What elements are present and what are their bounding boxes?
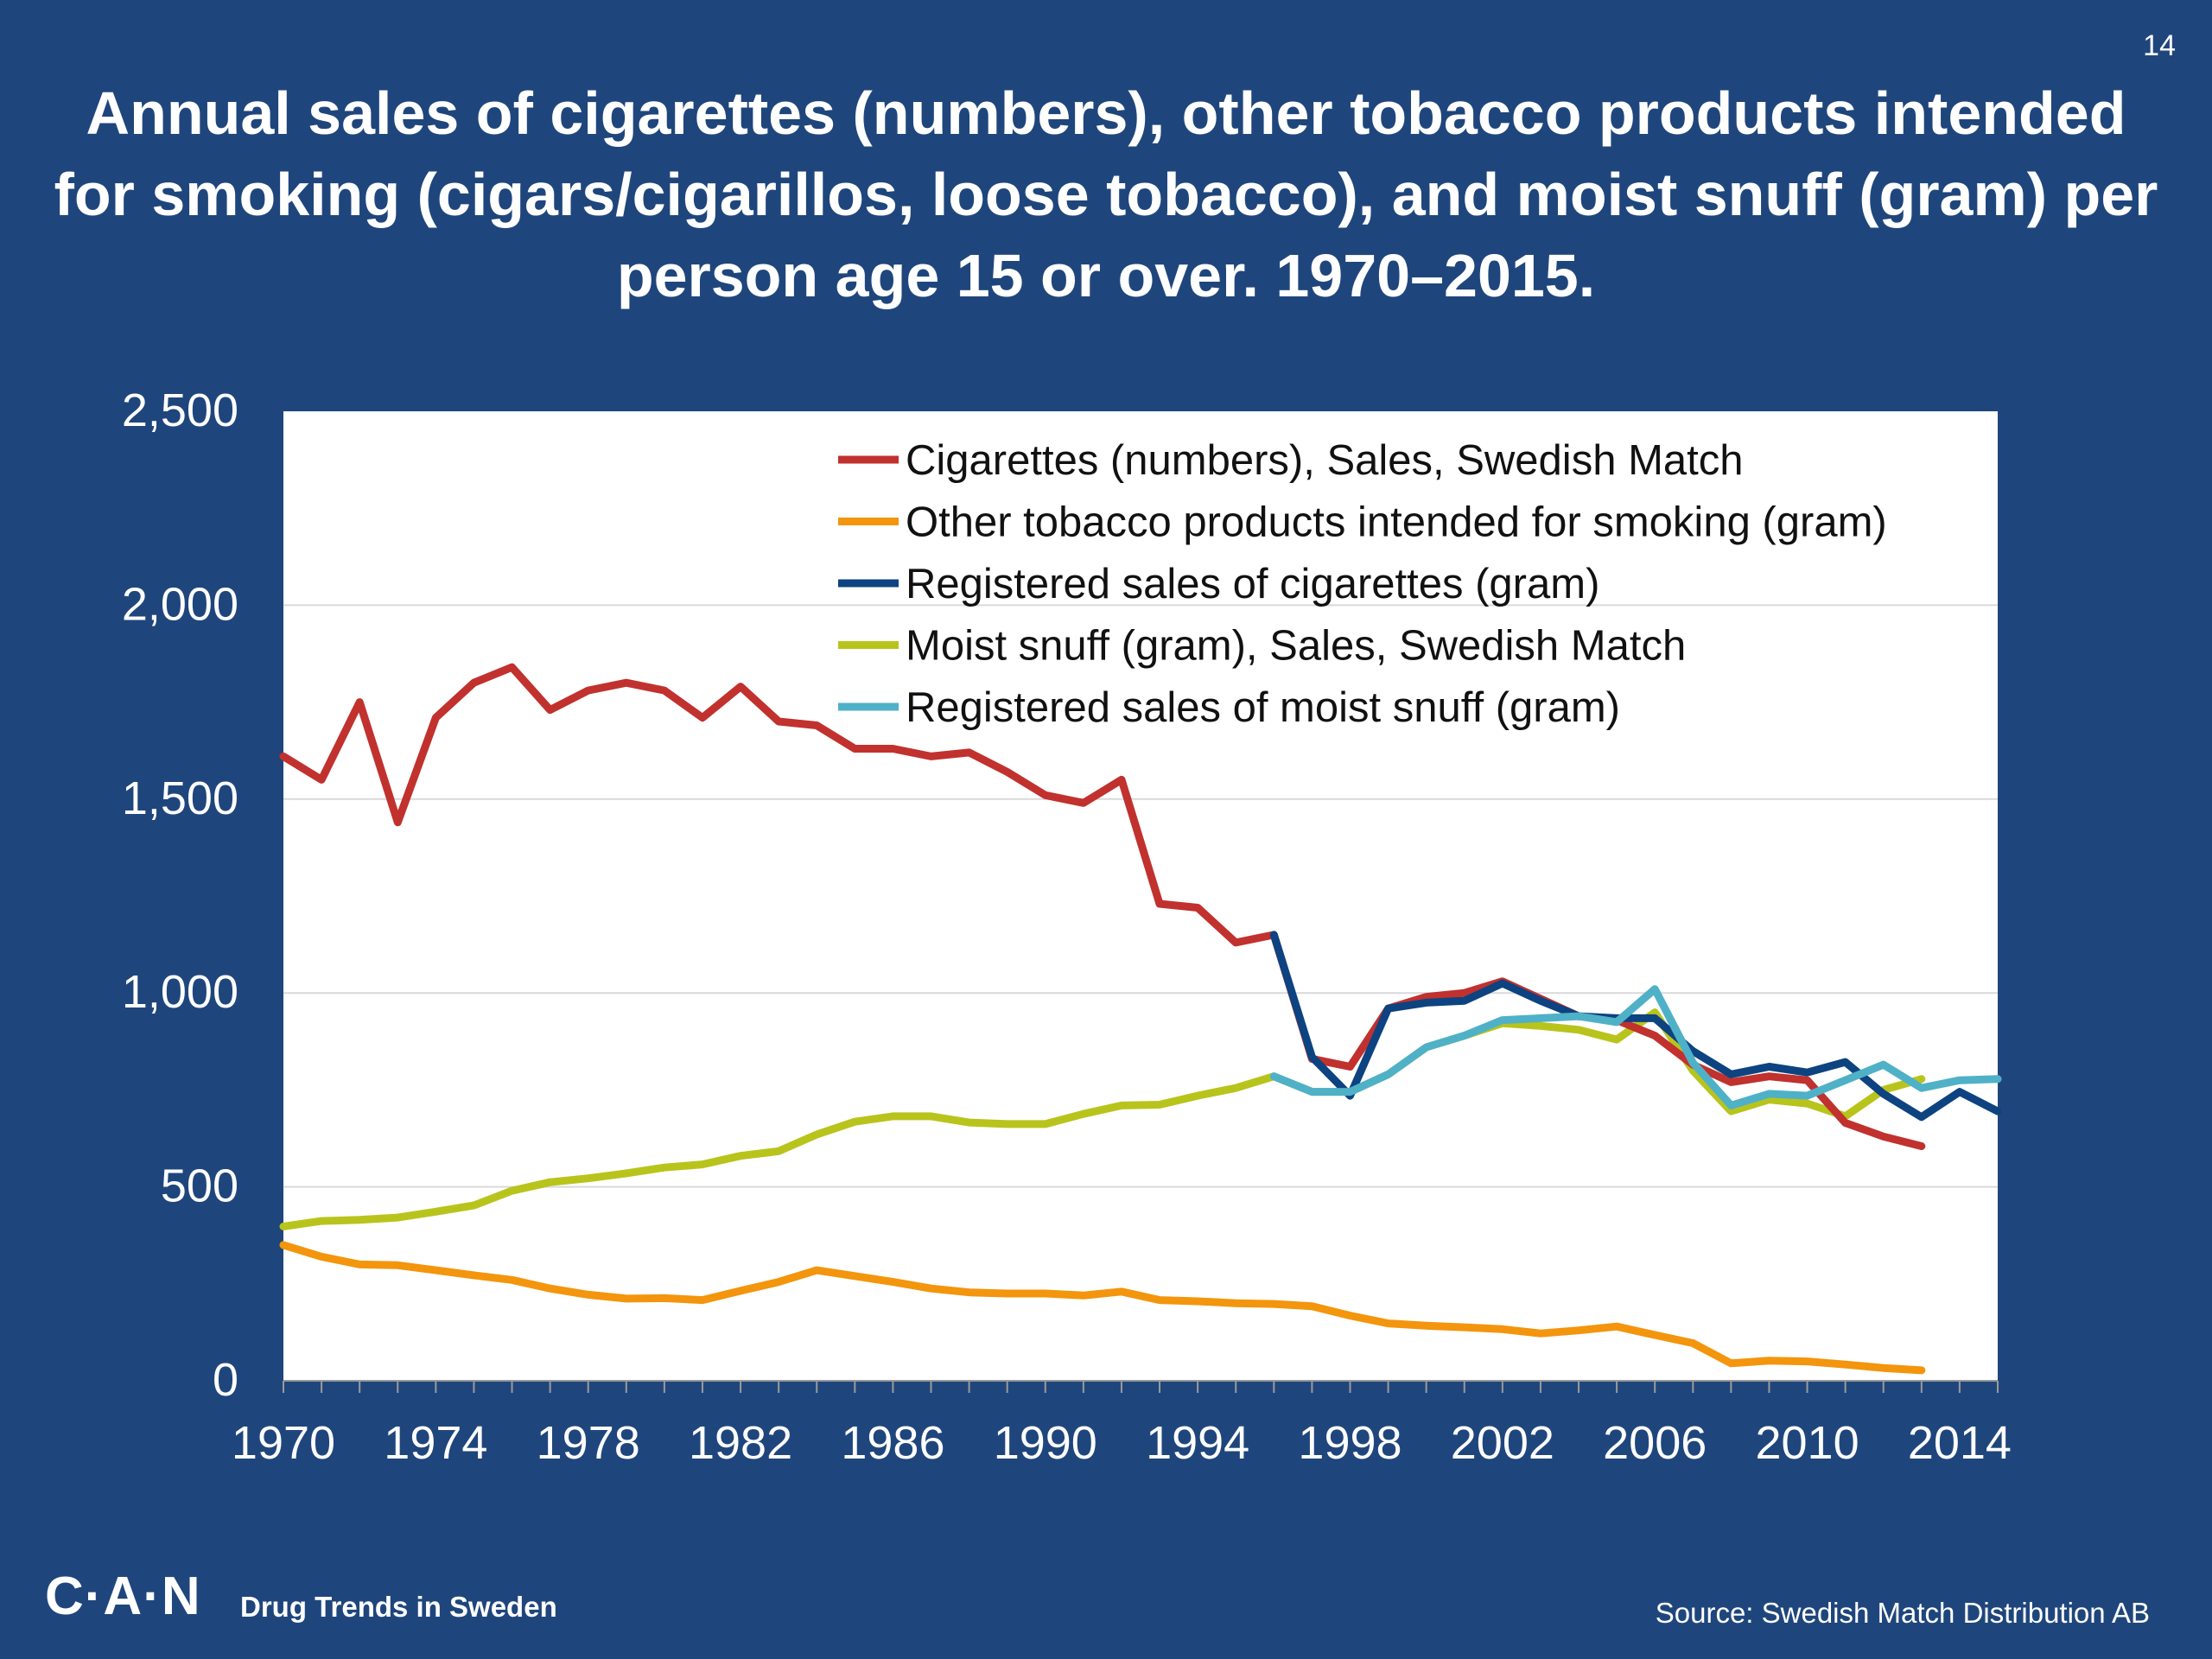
series-line-other-tobacco-products-intended-for-smoking-gram [279,1241,1926,1375]
x-tick-label: 2010 [1755,1417,1859,1469]
legend-label: Cigarettes (numbers), Sales, Swedish Mat… [906,437,1744,484]
x-tick-label: 1970 [232,1417,335,1469]
source-note: Source: Swedish Match Distribution AB [1655,1597,2150,1629]
y-tick-label: 2,000 [122,578,238,630]
y-tick-label: 2,500 [122,385,238,436]
series-line-registered-sales-of-cigarettes-gram [1269,931,2002,1122]
series-line-registered-sales-of-moist-snuff-gram [1269,985,2002,1109]
x-tick-label: 1982 [689,1417,792,1469]
legend-label: Other tobacco products intended for smok… [906,499,1887,546]
y-tick-label: 1,000 [122,966,238,1018]
footer-tagline: Drug Trends in Sweden [240,1591,557,1623]
y-tick-label: 500 [161,1160,238,1212]
y-tick-label: 0 [213,1354,238,1406]
x-tick-label: 1998 [1298,1417,1402,1469]
can-logo: C·A·N [45,1567,201,1626]
x-tick-label: 1990 [994,1417,1097,1469]
plot-area [283,411,1998,1381]
x-tick-label: 2006 [1603,1417,1707,1469]
legend-label: Registered sales of cigarettes (gram) [906,561,1599,607]
x-tick-label: 1974 [384,1417,487,1469]
x-tick-label: 2002 [1451,1417,1554,1469]
page-number: 14 [2143,29,2176,62]
series-line-cigarettes-numbers-sales-swedish-match [279,663,1926,1150]
x-tick-label: 2014 [1908,1417,2012,1469]
slide-title: Annual sales of cigarettes (numbers), ot… [54,79,2158,309]
x-tick-label: 1978 [537,1417,640,1469]
legend-label: Moist snuff (gram), Sales, Swedish Match [906,623,1686,670]
legend-label: Registered sales of moist snuff (gram) [906,684,1620,731]
x-tick-label: 1986 [841,1417,944,1469]
y-tick-label: 1,500 [122,772,238,824]
x-tick-label: 1994 [1146,1417,1249,1469]
